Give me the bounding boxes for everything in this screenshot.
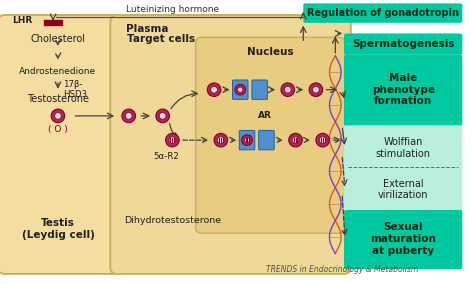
- Circle shape: [156, 109, 170, 123]
- Circle shape: [159, 112, 166, 119]
- Circle shape: [284, 86, 291, 93]
- Circle shape: [289, 133, 302, 147]
- Text: LHR: LHR: [12, 16, 33, 25]
- Text: Plasma: Plasma: [126, 24, 168, 34]
- Text: Dihydrotestosterone: Dihydrotestosterone: [124, 216, 221, 225]
- Circle shape: [169, 137, 176, 143]
- Text: 17β-
HSD3: 17β- HSD3: [63, 80, 87, 99]
- Circle shape: [292, 137, 299, 143]
- Circle shape: [218, 137, 224, 143]
- Text: Regulation of gonadotropin: Regulation of gonadotropin: [307, 8, 459, 18]
- Circle shape: [245, 137, 250, 143]
- Circle shape: [214, 133, 228, 147]
- Circle shape: [316, 133, 329, 147]
- Text: Male
phenotype
formation: Male phenotype formation: [372, 73, 435, 106]
- Text: 5α-R2: 5α-R2: [153, 152, 179, 161]
- Circle shape: [207, 83, 221, 97]
- Circle shape: [319, 137, 326, 143]
- Text: AR: AR: [257, 111, 272, 120]
- Circle shape: [237, 87, 243, 92]
- FancyBboxPatch shape: [0, 15, 119, 274]
- FancyBboxPatch shape: [344, 34, 462, 55]
- Circle shape: [242, 135, 252, 145]
- Text: Luteinizing hormone: Luteinizing hormone: [126, 5, 219, 14]
- Bar: [45, 20, 62, 25]
- FancyBboxPatch shape: [252, 80, 267, 99]
- Circle shape: [235, 84, 246, 95]
- FancyBboxPatch shape: [344, 210, 462, 269]
- Text: TRENDS in Endocrinology & Metabolism: TRENDS in Endocrinology & Metabolism: [266, 265, 418, 274]
- Text: External
virilization: External virilization: [378, 179, 428, 201]
- Circle shape: [210, 86, 218, 93]
- Circle shape: [122, 109, 136, 123]
- Circle shape: [281, 83, 294, 97]
- Text: Testosterone: Testosterone: [27, 93, 89, 104]
- Circle shape: [125, 112, 132, 119]
- Circle shape: [55, 112, 61, 119]
- Circle shape: [309, 83, 323, 97]
- FancyBboxPatch shape: [196, 37, 345, 233]
- FancyBboxPatch shape: [344, 168, 462, 211]
- Text: Androstenedione: Androstenedione: [19, 67, 97, 76]
- Text: Cholesterol: Cholesterol: [30, 34, 85, 44]
- FancyBboxPatch shape: [303, 3, 462, 23]
- FancyBboxPatch shape: [344, 126, 462, 169]
- Circle shape: [312, 86, 319, 93]
- FancyBboxPatch shape: [259, 130, 274, 150]
- Text: Wolffian
stimulation: Wolffian stimulation: [376, 137, 431, 159]
- FancyBboxPatch shape: [344, 55, 462, 126]
- Text: Spermatogenesis: Spermatogenesis: [352, 39, 455, 49]
- Text: Target cells: Target cells: [127, 34, 195, 44]
- FancyBboxPatch shape: [232, 80, 248, 99]
- Text: ( O ): ( O ): [48, 125, 68, 133]
- Text: Nucleus: Nucleus: [247, 47, 293, 57]
- FancyBboxPatch shape: [110, 15, 351, 274]
- Text: Testis
(Leydig cell): Testis (Leydig cell): [21, 218, 94, 240]
- Circle shape: [51, 109, 65, 123]
- Text: Sexual
maturation
at puberty: Sexual maturation at puberty: [370, 222, 436, 256]
- FancyBboxPatch shape: [239, 130, 255, 150]
- Circle shape: [165, 133, 179, 147]
